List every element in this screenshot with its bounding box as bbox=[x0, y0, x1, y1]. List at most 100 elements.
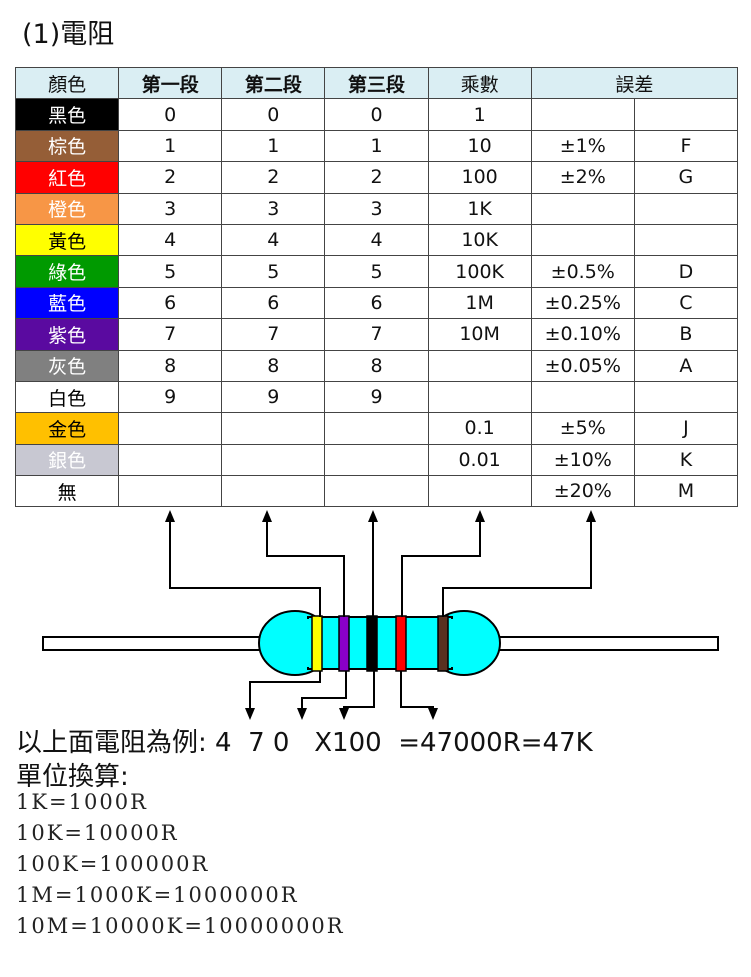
table-cell-d3 bbox=[324, 475, 429, 508]
table-cell-d1: 0 bbox=[118, 98, 223, 131]
connector-line bbox=[401, 522, 481, 617]
color-name-cell: 藍色 bbox=[14, 286, 120, 320]
color-name-cell: 無 bbox=[14, 475, 120, 508]
connector-line bbox=[442, 522, 592, 617]
table-cell-code: B bbox=[633, 318, 739, 351]
table-cell-d2 bbox=[221, 475, 326, 508]
unit-conversion-line: 1K=1000R bbox=[16, 790, 148, 814]
color-name-cell: 白色 bbox=[14, 380, 120, 414]
table-cell-d2: 5 bbox=[221, 255, 326, 288]
table-cell-d2: 6 bbox=[221, 286, 326, 320]
table-cell-d2 bbox=[221, 412, 326, 445]
table-row: 灰色 8 8 8 ±0.05% A bbox=[14, 349, 739, 382]
unit-conversion-line: 10M=10000K=10000000R bbox=[16, 914, 345, 938]
table-row: 棕色 1 1 1 10 ±1% F bbox=[14, 129, 739, 163]
table-cell-tol: ±0.25% bbox=[530, 286, 635, 320]
connector-line bbox=[169, 522, 321, 617]
table-cell-mult: 100K bbox=[427, 255, 532, 288]
arrow-down-icon bbox=[428, 708, 438, 720]
table-cell-tol bbox=[530, 223, 635, 257]
arrow-up-icon bbox=[368, 510, 378, 522]
table-cell-code bbox=[633, 98, 739, 131]
table-cell-mult bbox=[427, 349, 532, 382]
table-cell-code bbox=[633, 192, 739, 225]
page-title: (1)電阻 bbox=[22, 19, 115, 50]
arrow-up-icon bbox=[586, 510, 596, 522]
table-cell-d1: 4 bbox=[118, 223, 223, 257]
table-row: 金色 0.1 ±5% J bbox=[14, 412, 739, 445]
resistor-body-fill bbox=[300, 619, 460, 667]
color-name-cell: 黑色 bbox=[14, 98, 120, 131]
color-name-cell: 灰色 bbox=[14, 349, 120, 382]
arrow-down-icon bbox=[297, 708, 307, 720]
table-cell-d3: 1 bbox=[324, 129, 429, 163]
table-cell-mult: 0.1 bbox=[427, 412, 532, 445]
table-cell-mult bbox=[427, 475, 532, 508]
table-cell-tol: ±2% bbox=[530, 161, 635, 194]
table-cell-code: A bbox=[633, 349, 739, 382]
table-cell-d3: 2 bbox=[324, 161, 429, 194]
color-code-table: 顏色 第一段 第二段 第三段 乘數 誤差 黑色 0 0 0 1 棕色 1 1 1 10 ±1% F 紅色… bbox=[14, 66, 739, 508]
table-cell-mult: 1 bbox=[427, 98, 532, 131]
table-cell-tol: ±5% bbox=[530, 412, 635, 445]
table-cell-d3: 8 bbox=[324, 349, 429, 382]
header-tolerance: 誤差 bbox=[530, 66, 739, 100]
table-row: 紫色 7 7 7 10M ±0.10% B bbox=[14, 318, 739, 351]
connector-line bbox=[400, 671, 434, 710]
table-cell-d3: 4 bbox=[324, 223, 429, 257]
table-cell-d1: 7 bbox=[118, 318, 223, 351]
arrow-up-icon bbox=[262, 510, 272, 522]
table-cell-d2: 8 bbox=[221, 349, 326, 382]
color-band bbox=[395, 615, 407, 672]
table-cell-code: K bbox=[633, 443, 739, 477]
table-cell-d2: 7 bbox=[221, 318, 326, 351]
color-name-cell: 橙色 bbox=[14, 192, 120, 225]
units-title: 單位換算: bbox=[16, 762, 129, 792]
arrow-down-icon bbox=[245, 708, 255, 720]
table-cell-mult: 10K bbox=[427, 223, 532, 257]
arrow-up-icon bbox=[165, 510, 175, 522]
connector-line bbox=[343, 671, 375, 710]
table-cell-d3: 0 bbox=[324, 98, 429, 131]
arrow-up-icon bbox=[475, 510, 485, 522]
header-color: 顏色 bbox=[14, 66, 120, 100]
color-name-cell: 黃色 bbox=[14, 223, 120, 257]
table-cell-mult: 10M bbox=[427, 318, 532, 351]
color-name-cell: 銀色 bbox=[14, 443, 120, 477]
table-header-row: 顏色 第一段 第二段 第三段 乘數 誤差 bbox=[14, 66, 739, 100]
table-cell-d2: 3 bbox=[221, 192, 326, 225]
table-row: 黑色 0 0 0 1 bbox=[14, 98, 739, 131]
color-name-cell: 紅色 bbox=[14, 161, 120, 194]
table-row: 黃色 4 4 4 10K bbox=[14, 223, 739, 257]
connector-line bbox=[301, 671, 347, 710]
header-multiplier: 乘數 bbox=[427, 66, 532, 100]
color-name-cell: 棕色 bbox=[14, 129, 120, 163]
arrow-down-icon bbox=[339, 708, 349, 720]
example-text: 以上面電阻為例: 4 7 0 X100 =47000R=47K bbox=[16, 728, 593, 758]
table-cell-d1: 2 bbox=[118, 161, 223, 194]
table-cell-mult: 0.01 bbox=[427, 443, 532, 477]
color-name-cell: 紫色 bbox=[14, 318, 120, 351]
unit-conversion-line: 10K=10000R bbox=[16, 821, 179, 845]
color-band bbox=[437, 615, 449, 672]
table-cell-code: M bbox=[633, 475, 739, 508]
table-cell-d1: 9 bbox=[118, 380, 223, 414]
color-name-cell: 金色 bbox=[14, 412, 120, 445]
header-band1: 第一段 bbox=[118, 66, 223, 100]
table-cell-mult: 100 bbox=[427, 161, 532, 194]
unit-conversion-line: 100K=100000R bbox=[16, 852, 210, 876]
table-cell-d2 bbox=[221, 443, 326, 477]
table-cell-tol bbox=[530, 380, 635, 414]
color-band bbox=[311, 615, 323, 672]
table-cell-d2: 4 bbox=[221, 223, 326, 257]
table-cell-d3: 3 bbox=[324, 192, 429, 225]
table-cell-d3: 7 bbox=[324, 318, 429, 351]
connector-line bbox=[266, 522, 345, 617]
table-row: 無 ±20% M bbox=[14, 475, 739, 508]
color-band bbox=[338, 615, 350, 672]
unit-conversion-line: 1M=1000K=1000000R bbox=[16, 883, 299, 907]
table-cell-d3: 5 bbox=[324, 255, 429, 288]
table-row: 橙色 3 3 3 1K bbox=[14, 192, 739, 225]
table-row: 白色 9 9 9 bbox=[14, 380, 739, 414]
